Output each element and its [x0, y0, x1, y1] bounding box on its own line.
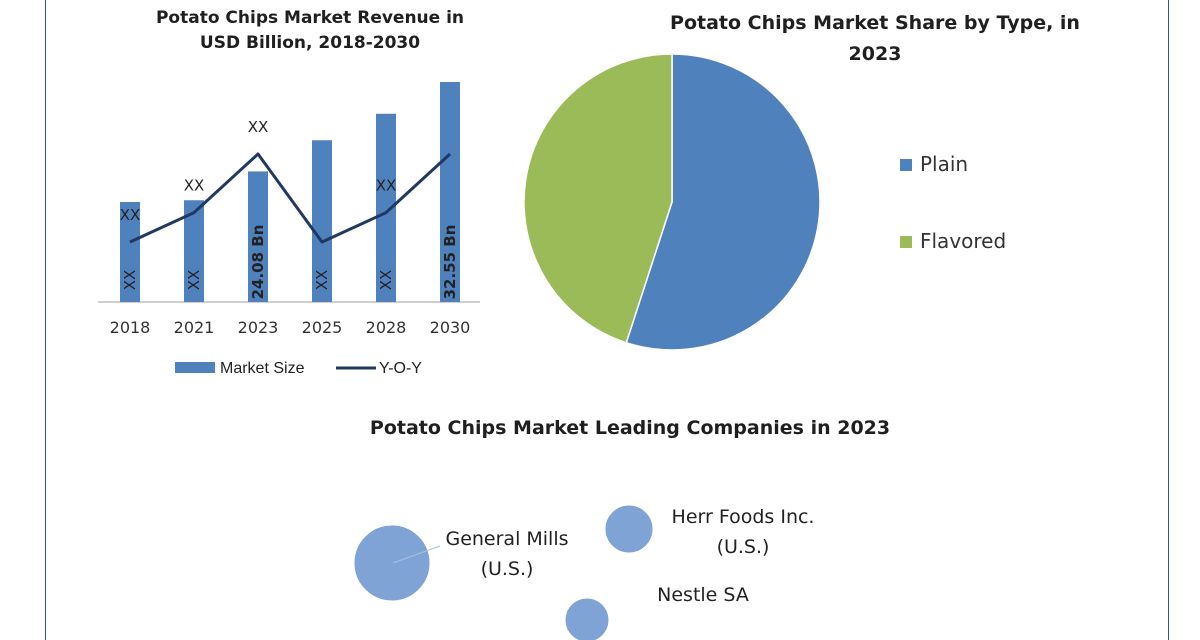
company-label-nestle-sa: Nestle SA: [657, 584, 749, 606]
market-size-bar-2023: [248, 171, 268, 302]
yoy-point-label-2018: XX: [120, 206, 141, 224]
bar-chart-title-line2: USD Billion, 2018-2030: [199, 32, 421, 53]
pie-chart-title: Potato Chips Market Share by Type, in 20…: [640, 8, 1110, 71]
bar-chart: XX 2018 XX 2021 24.08 Bn 2023 XX 2025 XX 2028 32.5…: [98, 82, 480, 377]
leader-line-general-mills: [392, 545, 441, 564]
bar-chart-title-line1: Potato Chips Market Revenue in: [155, 8, 465, 28]
x-tick-label-2023: 2023: [238, 318, 279, 337]
pie-chart-title-line1: Potato Chips Market Share by Type, in: [670, 12, 1080, 34]
legend-market-size-swatch: [175, 362, 215, 373]
market-size-bar-2021: [184, 200, 204, 302]
bar-data-label-2028: XX: [377, 270, 395, 291]
pie-legend-label-plain: Plain: [920, 152, 968, 176]
x-tick-label-2030: 2030: [430, 318, 471, 337]
market-size-bar-2028: [376, 113, 396, 302]
bar-data-label-2018: XX: [121, 270, 139, 291]
legend-yoy-label: Y-O-Y: [379, 360, 422, 377]
market-size-bar-2018: [120, 202, 140, 302]
x-tick-label-2025: 2025: [302, 318, 343, 337]
yoy-line: [129, 152, 452, 244]
bubble-chart-title: Potato Chips Market Leading Companies in…: [369, 417, 891, 439]
company-country-herr-foods-inc: (U.S.): [717, 536, 770, 558]
legend-market-size-label: Market Size: [220, 360, 305, 377]
bar-chart-title: Potato Chips Market Revenue in USD Billi…: [130, 6, 490, 55]
pie-slice-plain: [625, 53, 821, 351]
company-bubble-herr-foods-inc: [604, 504, 654, 554]
bubble-chart: General Mills (U.S.) Herr Foods Inc. (U.S.)…: [353, 504, 815, 640]
pie-legend-swatch-plain: [900, 159, 912, 171]
market-size-bar-2025: [312, 140, 332, 302]
company-label-herr-foods-inc: Herr Foods Inc.: [672, 506, 815, 528]
yoy-point-label-2021: XX: [184, 177, 205, 195]
pie-chart-title-line2: 2023: [848, 43, 902, 66]
yoy-point-label-2028: XX: [376, 177, 397, 195]
x-tick-label-2028: 2028: [366, 318, 407, 337]
bar-data-label-2025: XX: [313, 270, 331, 291]
pie-slice-flavored: [523, 53, 673, 344]
company-bubble-nestle-sa: [564, 597, 610, 640]
infographic-frame: [45, 0, 1169, 640]
pie-chart: Plain Flavored: [523, 53, 1006, 351]
company-country-general-mills: (U.S.): [481, 558, 534, 580]
pie-legend-swatch-flavored: [900, 236, 912, 248]
bar-data-label-2030: 32.55 Bn: [441, 225, 459, 300]
market-size-bar-2030: [440, 82, 460, 302]
company-label-general-mills: General Mills: [445, 528, 568, 550]
x-tick-label-2018: 2018: [110, 318, 151, 337]
yoy-point-label-2023: XX: [248, 118, 269, 136]
bar-data-label-2021: XX: [185, 270, 203, 291]
company-bubble-general-mills: [353, 524, 431, 602]
bar-data-label-2023: 24.08 Bn: [249, 225, 267, 300]
x-tick-label-2021: 2021: [174, 318, 215, 337]
pie-legend-label-flavored: Flavored: [920, 229, 1006, 253]
